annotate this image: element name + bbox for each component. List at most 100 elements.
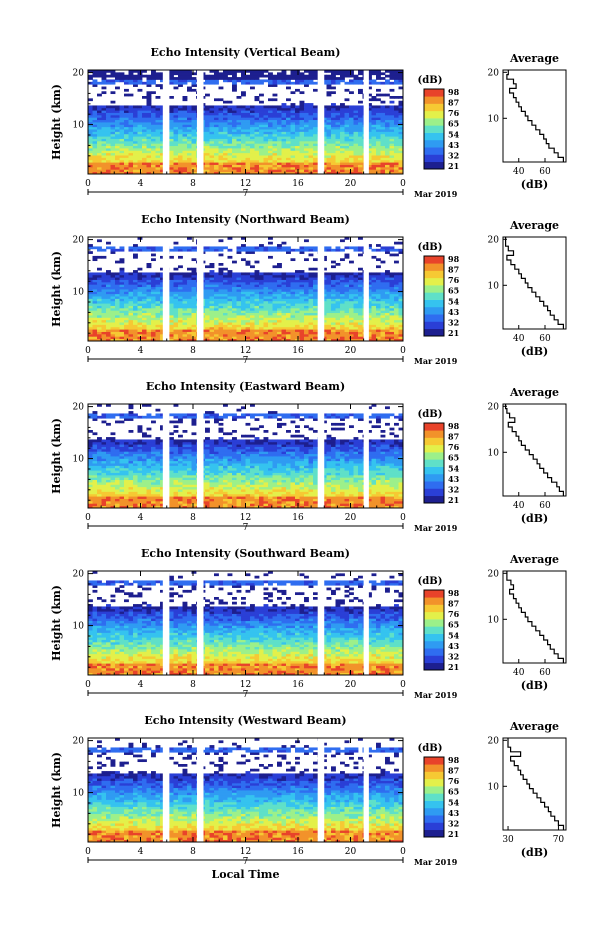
heatmap-cell xyxy=(331,315,336,318)
heatmap-cell xyxy=(281,505,287,509)
heatmap-cell xyxy=(358,131,363,135)
heatmap-cell xyxy=(110,79,116,83)
heatmap-cell xyxy=(173,117,179,121)
heatmap-cell xyxy=(142,300,147,304)
heatmap-cell xyxy=(322,131,327,135)
heatmap-cell xyxy=(218,72,224,76)
heatmap-cell xyxy=(259,124,264,128)
heatmap-cell xyxy=(254,157,260,161)
heatmap-cell xyxy=(92,150,98,154)
heatmap-cell xyxy=(241,336,246,340)
heatmap-cell xyxy=(110,171,116,175)
heatmap-cell xyxy=(290,286,296,290)
heatmap-cell xyxy=(137,164,143,168)
heatmap-cell xyxy=(173,77,179,80)
heatmap-cell xyxy=(169,169,174,173)
heatmap-cell xyxy=(241,293,246,297)
heatmap-cell xyxy=(295,107,300,111)
heatmap-cell xyxy=(169,307,174,311)
heatmap-cell xyxy=(214,114,219,118)
heatmap-cell xyxy=(182,291,188,295)
heatmap-cell xyxy=(263,129,269,132)
heatmap-cell xyxy=(308,164,314,168)
heatmap-cell xyxy=(97,166,102,170)
heatmap-cell xyxy=(115,114,120,118)
heatmap-cell xyxy=(209,133,215,137)
heatmap-cell xyxy=(340,131,345,135)
heatmap-cell xyxy=(160,333,165,337)
heatmap-cell xyxy=(173,326,179,330)
heatmap-cell xyxy=(169,150,174,154)
heatmap-cell xyxy=(254,122,260,125)
heatmap-cell xyxy=(223,150,228,154)
heatmap-cell xyxy=(110,312,116,316)
heatmap-cell xyxy=(232,114,237,118)
heatmap-cell xyxy=(286,300,291,304)
heatmap-cell xyxy=(169,274,174,278)
heatmap-cell xyxy=(349,81,354,85)
heatmap-cell xyxy=(272,322,278,325)
heatmap-cell xyxy=(268,133,273,137)
heatmap-cell xyxy=(155,307,161,311)
heatmap-cell xyxy=(245,298,251,302)
heatmap-cell xyxy=(146,131,152,135)
heatmap-cell xyxy=(223,298,228,302)
heatmap-cell xyxy=(191,138,197,142)
heatmap-cell xyxy=(398,70,404,73)
heatmap-cell xyxy=(191,319,197,323)
heatmap-cell xyxy=(124,331,129,335)
heatmap-cell xyxy=(173,119,179,123)
heatmap-cell xyxy=(322,145,327,149)
heatmap-cell xyxy=(353,281,359,285)
heatmap-cell xyxy=(209,74,215,78)
heatmap-cell xyxy=(236,246,242,250)
heatmap-cell xyxy=(331,293,336,297)
heatmap-cell xyxy=(133,155,138,158)
heatmap-cell xyxy=(146,124,152,128)
heatmap-cell xyxy=(205,307,210,311)
heatmap-cell xyxy=(349,284,354,288)
heatmap-cell xyxy=(380,246,386,250)
heatmap-cell xyxy=(326,119,332,123)
heatmap-cell xyxy=(380,333,386,337)
heatmap-cell xyxy=(142,74,147,78)
heatmap-cell xyxy=(349,310,354,314)
heatmap-cell xyxy=(151,157,156,161)
heatmap-cell xyxy=(250,117,255,121)
heatmap-cell xyxy=(218,131,224,135)
heatmap-cell xyxy=(290,336,296,340)
heatmap-cell xyxy=(358,267,363,271)
heatmap-cell xyxy=(214,248,219,252)
heatmap-cell xyxy=(209,136,215,139)
heatmap-cell xyxy=(182,277,188,280)
heatmap-cell xyxy=(146,277,152,280)
heatmap-cell xyxy=(313,296,318,299)
heatmap-cell xyxy=(308,272,314,276)
panel-2: Echo Intensity (Eastward Beam)0 4 8 12 16 20 0… xyxy=(50,380,567,533)
heatmap-cell xyxy=(214,293,219,297)
heatmap-cell xyxy=(358,298,363,302)
heatmap-cell xyxy=(254,338,260,342)
heatmap-cell xyxy=(169,255,174,259)
heatmap-cell xyxy=(331,159,336,163)
heatmap-cell xyxy=(124,131,129,135)
heatmap-cell xyxy=(232,159,237,163)
heatmap-cell xyxy=(344,150,350,154)
heatmap-cell xyxy=(376,133,381,137)
heatmap-cell xyxy=(191,258,197,262)
heatmap-cell xyxy=(295,140,300,144)
heatmap-cell xyxy=(218,145,224,149)
heatmap-cell xyxy=(398,277,404,280)
heatmap-cell xyxy=(349,315,354,318)
heatmap-cell xyxy=(259,110,264,113)
heatmap-cell xyxy=(263,246,269,250)
heatmap-cell xyxy=(277,307,282,311)
heatmap-cell xyxy=(272,79,278,83)
heatmap-cell xyxy=(277,248,282,252)
heatmap-cell xyxy=(137,114,143,118)
heatmap-cell xyxy=(241,505,246,509)
heatmap-cell xyxy=(277,136,282,139)
heatmap-cell xyxy=(245,119,251,123)
heatmap-cell xyxy=(119,300,125,304)
heatmap-cell xyxy=(389,315,395,318)
